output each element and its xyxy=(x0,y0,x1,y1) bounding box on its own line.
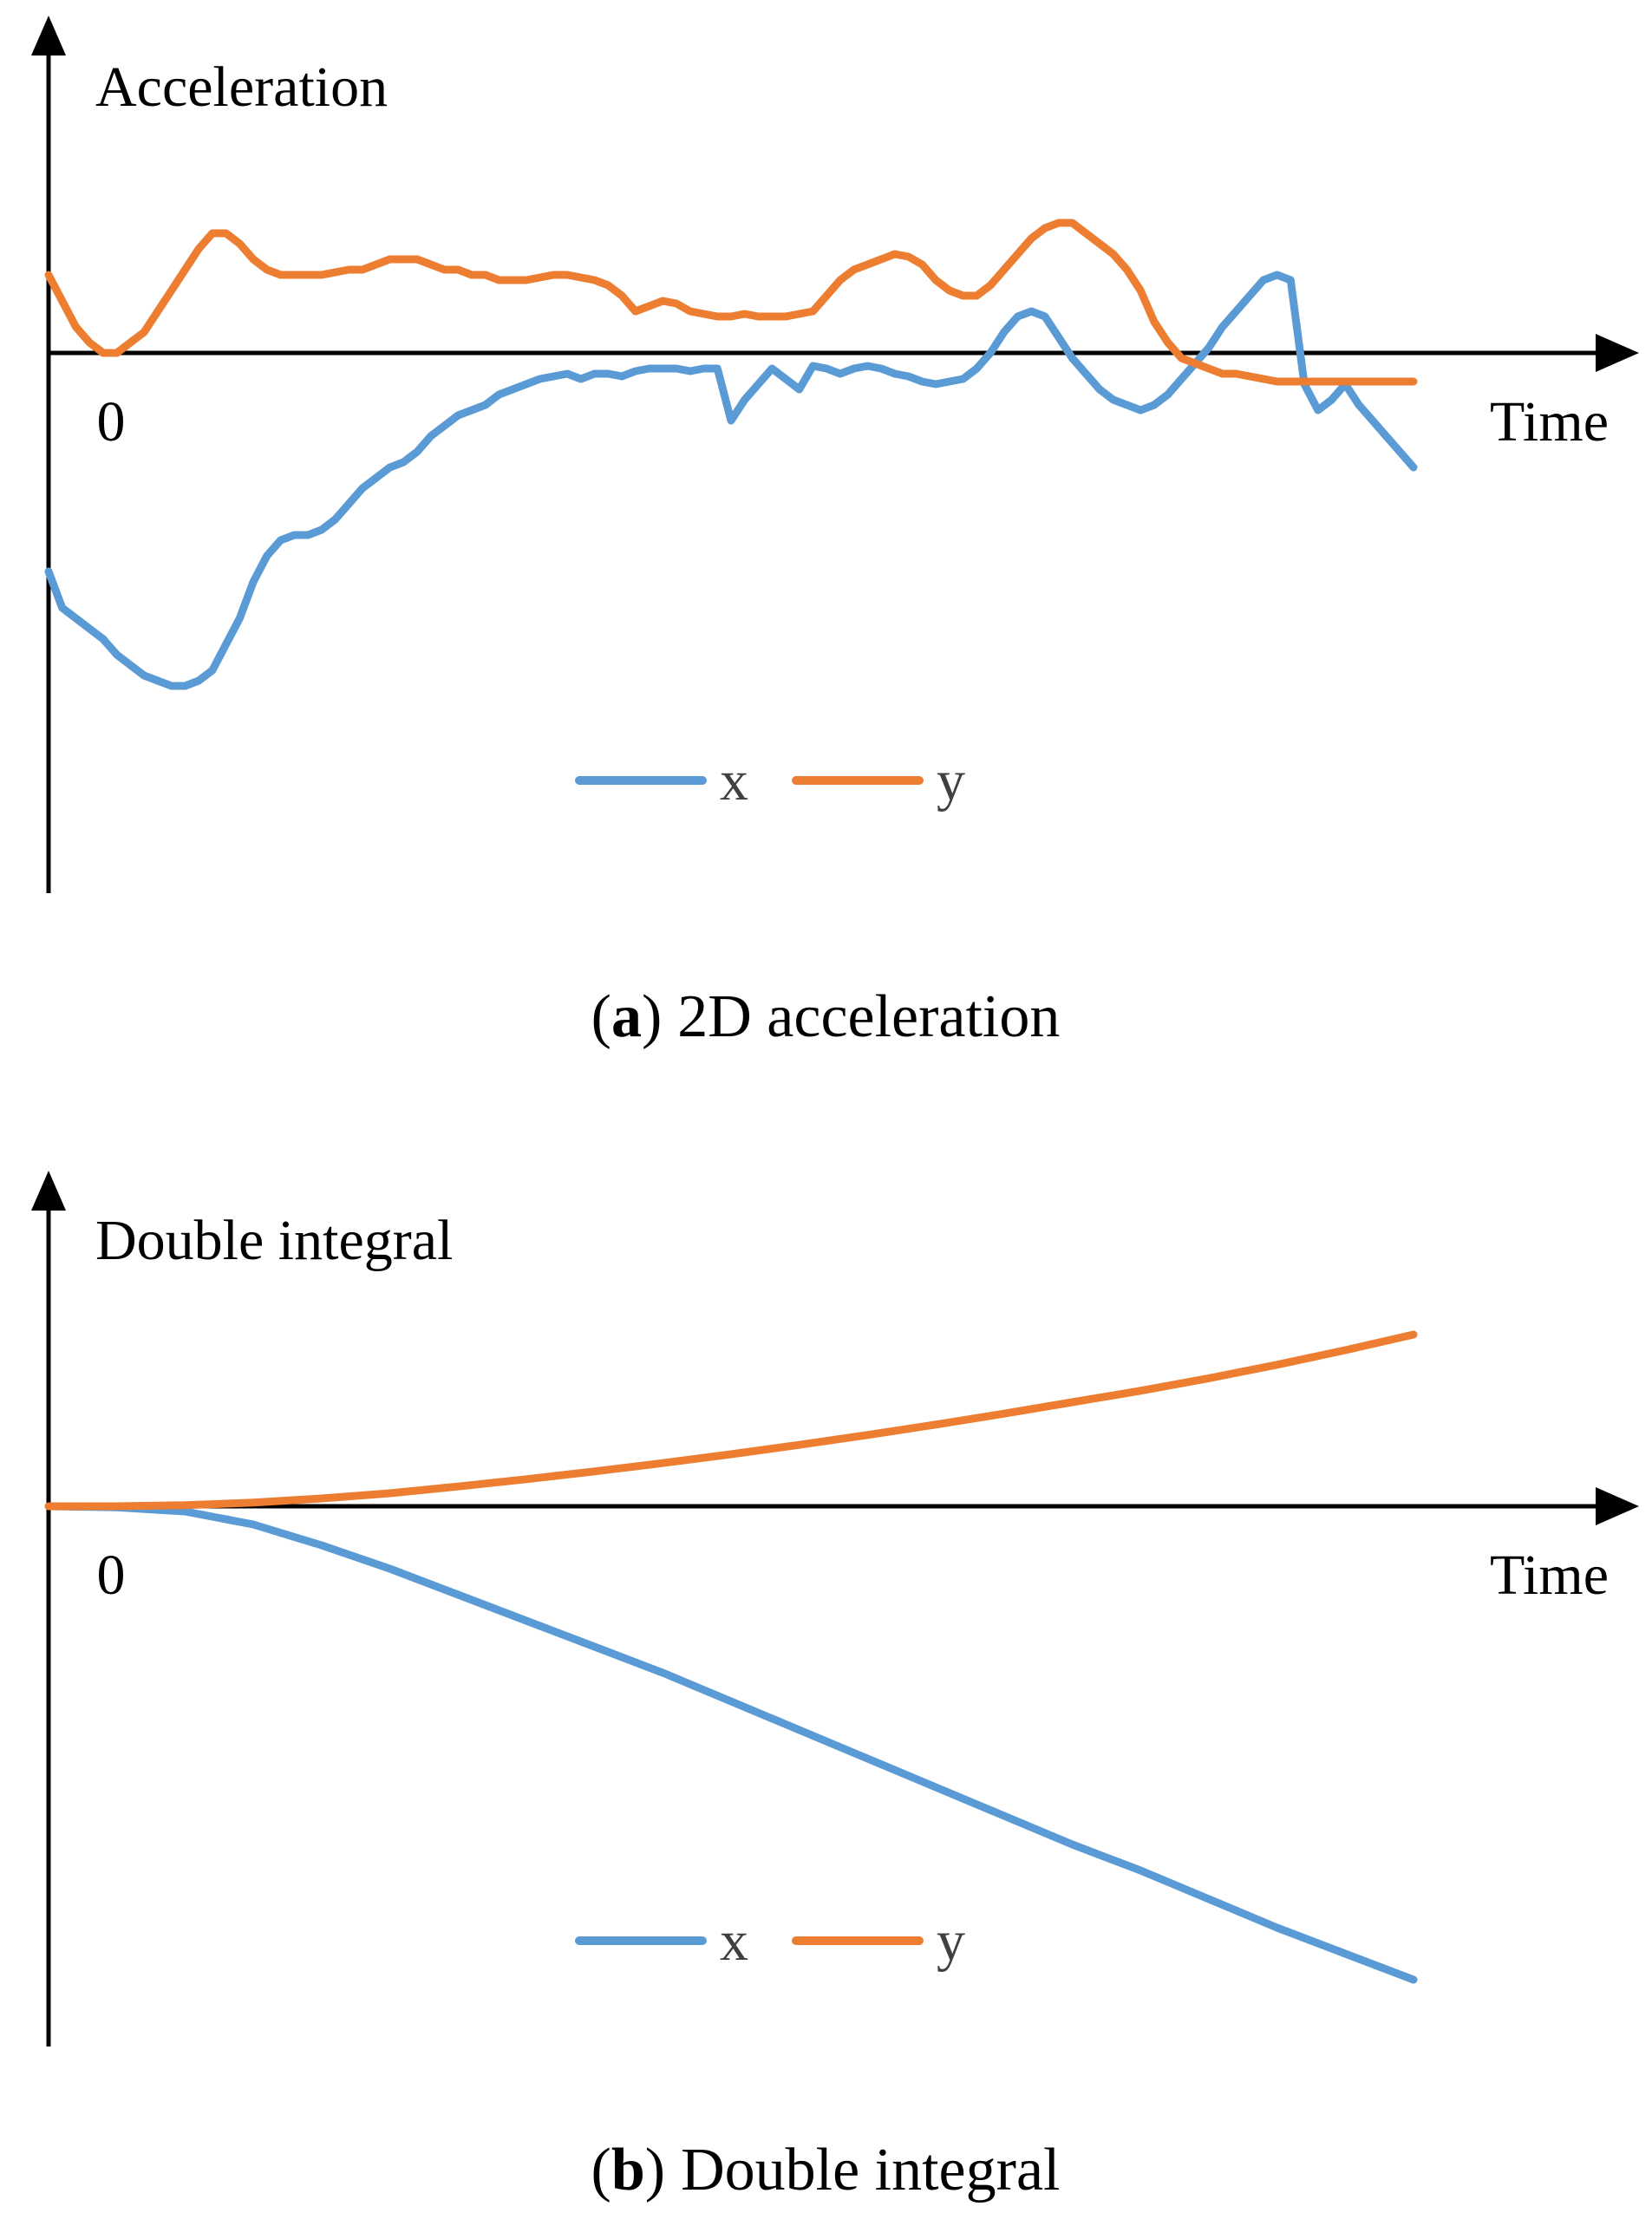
series-line-y-b xyxy=(44,1330,1418,1511)
caption-a-text: 2D acceleration xyxy=(677,983,1060,1050)
y-axis-label-a: Acceleration xyxy=(95,55,388,119)
origin-label-a: 0 xyxy=(97,390,126,454)
series-line-x-b xyxy=(44,1502,1418,1984)
panel-b: Double integral Time 0 x y (b) Double int… xyxy=(31,1171,1639,2203)
legend-label-x-a: x xyxy=(720,749,748,813)
panel-a: Acceleration Time 0 x y (a) 2D accelerati… xyxy=(31,16,1639,1050)
x-axis-arrow-b xyxy=(1596,1487,1639,1525)
caption-a-close: ) xyxy=(642,983,662,1050)
legend-b: x y xyxy=(575,1909,965,1973)
legend-label-y-b: y xyxy=(937,1909,965,1973)
origin-label-b: 0 xyxy=(97,1544,126,1607)
caption-a: (a) 2D acceleration xyxy=(591,983,1061,1050)
caption-b-open: ( xyxy=(591,2137,611,2203)
caption-b: (b) Double integral xyxy=(591,2137,1061,2203)
x-axis-arrow-a xyxy=(1596,334,1639,372)
caption-b-letter: b xyxy=(611,2137,645,2203)
series-line-y-a xyxy=(44,219,1418,386)
legend-label-y-a: y xyxy=(937,749,965,813)
caption-a-open: ( xyxy=(591,983,611,1050)
x-axis-label-a: Time xyxy=(1490,390,1609,454)
y-axis-arrow-b xyxy=(31,1171,66,1211)
x-axis-label-b: Time xyxy=(1490,1544,1609,1607)
series-line-x-a xyxy=(44,271,1418,690)
legend-label-x-b: x xyxy=(720,1909,748,1973)
caption-b-close: ) xyxy=(645,2137,665,2203)
legend-a: x y xyxy=(575,749,965,813)
caption-a-letter: a xyxy=(611,983,642,1050)
caption-b-text: Double integral xyxy=(681,2137,1060,2203)
y-axis-arrow-a xyxy=(31,16,66,55)
y-axis-label-b: Double integral xyxy=(95,1209,453,1272)
